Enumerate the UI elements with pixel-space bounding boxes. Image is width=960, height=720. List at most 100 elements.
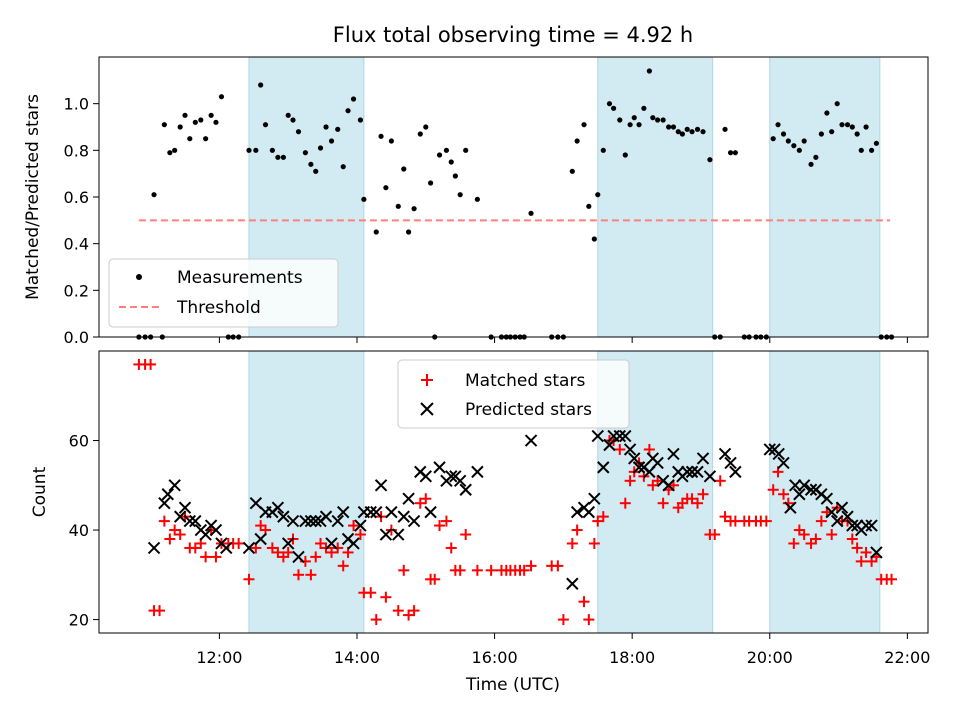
x-tick-label: 16:00 (472, 648, 518, 667)
predicted-star-point (286, 514, 300, 528)
matched-star-point (760, 515, 772, 527)
x-tick-label: 22:00 (884, 648, 930, 667)
predicted-star-point (402, 492, 415, 505)
measurement-point (411, 206, 417, 212)
matched-star-point (200, 551, 212, 563)
matched-star-point (189, 542, 201, 554)
predicted-star-point (364, 505, 377, 519)
measurement-point (675, 129, 681, 135)
matched-star-point (583, 614, 595, 626)
predicted-star-point (524, 434, 538, 447)
shaded-interval (769, 56, 881, 338)
y-tick-label: 0.4 (64, 235, 89, 254)
predicted-star-point (178, 501, 192, 514)
count-points (133, 358, 898, 626)
measurement-point (262, 122, 269, 128)
measurement-point (808, 161, 814, 167)
legend-top: Measurements Threshold (108, 258, 339, 328)
predicted-star-point (597, 461, 610, 474)
predicted-star-point (619, 429, 632, 443)
measurement-point (863, 124, 869, 130)
measurement-point (854, 131, 860, 137)
predicted-star-point (147, 541, 161, 555)
matched-star-point (233, 537, 245, 549)
measurement-point (198, 117, 204, 123)
measurement-point (378, 133, 384, 139)
measurement-point (405, 229, 412, 235)
measurement-point (335, 126, 341, 132)
measurement-point (452, 173, 458, 179)
measurement-point (801, 138, 807, 144)
panel-top-ratio: 0.0 0.2 0.4 0.6 0.8 1.0 Matched/Predicted sta… (23, 56, 929, 347)
y-tick-label: 0.2 (64, 281, 89, 300)
matched-star-point (326, 546, 338, 558)
matched-star-point (445, 542, 457, 554)
measurement-point (818, 131, 824, 137)
matched-star-point (408, 605, 420, 617)
measurement-point (595, 192, 601, 198)
predicted-star-point (370, 505, 383, 519)
matched-star-point (210, 551, 222, 563)
matched-star-point (485, 564, 497, 576)
predicted-star-point (718, 447, 732, 461)
measurement-point (670, 124, 677, 130)
predicted-star-point (724, 456, 737, 470)
measurement-point (785, 138, 791, 144)
predicted-star-point (407, 514, 421, 528)
matched-star-point (332, 542, 344, 554)
matched-star-point (566, 537, 578, 549)
measurement-point (775, 122, 781, 128)
measurement-point (308, 161, 314, 167)
matched-star-point (380, 591, 392, 603)
matched-star-point (767, 484, 779, 496)
predicted-star-point (220, 541, 233, 555)
predicted-star-point (374, 479, 388, 492)
predicted-star-point (846, 519, 859, 532)
predicted-star-point (789, 479, 802, 492)
matched-star-point (460, 529, 472, 541)
matched-star-point (370, 614, 382, 626)
measurement-point (727, 150, 734, 156)
predicted-star-point (271, 501, 285, 514)
matched-star-point (440, 515, 452, 527)
matched-star-point (571, 524, 583, 536)
predicted-star-point (471, 465, 484, 479)
predicted-star-point (588, 492, 601, 505)
measurement-points (136, 68, 895, 340)
predicted-star-point (379, 528, 393, 541)
predicted-star-point (623, 443, 637, 456)
legend-box (397, 359, 630, 429)
predicted-star-point (161, 488, 175, 501)
measurement-point (323, 124, 329, 130)
matched-star-point (282, 546, 294, 558)
measurement-point (361, 196, 367, 202)
predicted-star-point (841, 510, 854, 523)
predicted-star-point (249, 496, 263, 510)
predicted-star-point (319, 510, 333, 523)
legend-box (108, 258, 339, 328)
matched-star-point (686, 493, 698, 505)
matched-star-point (354, 529, 366, 541)
matched-star-point (429, 573, 441, 585)
measurement-point (689, 129, 695, 135)
matched-star-point (434, 520, 446, 532)
predicted-star-point (254, 532, 267, 546)
measurement-point (395, 203, 401, 209)
matched-star-point (392, 605, 404, 617)
measurement-point (401, 166, 407, 172)
x-tick-label: 18:00 (609, 648, 655, 667)
measurement-point (641, 105, 647, 111)
measurement-point (417, 131, 423, 137)
x-axis-label: Time (UTC) (465, 675, 560, 695)
matched-star-point (471, 564, 483, 576)
matched-star-point (315, 537, 327, 549)
measurement-point (834, 101, 840, 107)
predicted-star-point (173, 510, 187, 523)
y-tick-label: 40 (69, 521, 89, 540)
predicted-star-point (309, 514, 322, 528)
predicted-star-point (392, 528, 405, 541)
measurement-point (627, 122, 633, 128)
measurement-point (813, 154, 819, 160)
matched-star-point (310, 551, 322, 563)
